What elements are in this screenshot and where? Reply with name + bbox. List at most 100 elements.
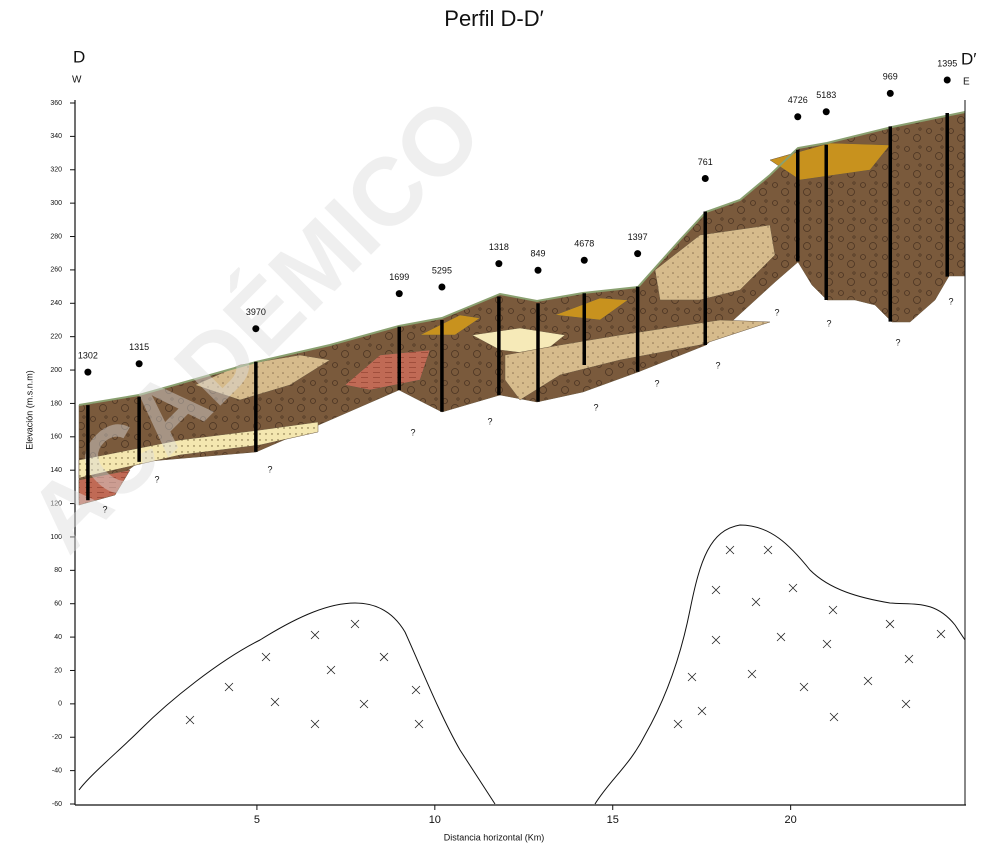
well-marker [580,256,588,264]
well-label: 1699 [389,272,409,282]
y-tick-label: 20 [54,667,62,674]
y-tick-label: 280 [50,233,62,240]
well-marker [438,283,446,291]
well-label: 1302 [78,350,98,360]
unknown-mark: ? [715,360,720,370]
granite-x [725,545,735,555]
right-end: D′ [961,49,976,68]
axes: -60 -40 -20 0 20 40 60 80 100 120 140 160 180 200 220 2… [50,100,966,826]
well-label: 761 [698,157,713,167]
y-axis-label: Elevación (m.s.n.m) [24,370,34,450]
well-marker [701,174,709,182]
left-direction: W [72,75,82,86]
y-tick-label: 160 [50,434,62,441]
granite-x [310,630,320,640]
y-tick-label: 260 [50,267,62,274]
well-marker [886,89,894,97]
strata [78,111,966,506]
granite-x [310,719,320,729]
unknown-mark: ? [774,307,779,317]
well-marker [135,360,143,368]
granite-x [885,619,895,629]
granite-x [822,639,832,649]
y-tick-label: 180 [50,400,62,407]
unknown-mark: ? [102,504,107,514]
x-tick-label: 10 [429,814,441,826]
x-tick-label: 20 [785,814,797,826]
y-tick-label: 40 [54,634,62,641]
granite-x [776,632,786,642]
well-label: 5183 [816,90,836,100]
well-marker [395,290,403,298]
well-label: 1318 [489,242,509,252]
well-marker [252,325,260,333]
y-tick-label: 320 [50,167,62,174]
y-tick-label: 300 [50,200,62,207]
y-tick-label: 0 [58,701,62,708]
y-tick-label: -60 [52,801,62,808]
granite-x [711,635,721,645]
x-tick-label: 5 [254,814,260,826]
y-tick-label: -20 [52,734,62,741]
granite-x [350,619,360,629]
well-label: 969 [883,72,898,82]
basement-left [78,602,496,805]
granite-x [326,665,336,675]
unknown-mark: ? [593,402,598,412]
gravel-lens [654,224,776,301]
y-tick-label: 60 [54,601,62,608]
well-marker [534,266,542,274]
granite-x [697,706,707,716]
granite-x [936,629,946,639]
granite-x [829,712,839,722]
granite-x [788,583,798,593]
unknown-mark: ? [410,427,415,437]
granite-marks [185,545,946,729]
granite-x [863,676,873,686]
granite-x [901,699,911,709]
basement-right [594,524,966,805]
granite-x [379,652,389,662]
chart-title: Perfil D-D′ [444,6,543,31]
clay-lens [344,349,431,391]
granite-x [224,682,234,692]
unknown-mark: ? [154,474,159,484]
y-tick-label: 120 [50,500,62,507]
granite-x [673,719,683,729]
gravel-lens [194,354,331,401]
well-label: 1395 [937,58,957,68]
left-end: D [73,47,85,66]
granite-x [711,585,721,595]
basement [78,524,966,805]
granite-x [270,697,280,707]
well-marker [822,108,830,116]
unknown-mark: ? [948,296,953,306]
granite-x [904,654,914,664]
well-marker [84,368,92,376]
right-direction: E [963,77,970,88]
sand-band [78,421,319,479]
granite-x [687,672,697,682]
granite-x [261,652,271,662]
unknown-mark: ? [267,464,272,474]
granite-x [359,699,369,709]
well-label: 3970 [246,307,266,317]
well-marker [794,113,802,121]
well-label: 5295 [432,265,452,275]
unknown-mark: ? [654,378,659,388]
ochre-lens [769,142,891,181]
x-tick-label: 15 [607,814,619,826]
granite-x [411,685,421,695]
granite-x [799,682,809,692]
well-marker [943,76,951,84]
well-marker [634,250,642,258]
granite-x [751,597,761,607]
well-label: 849 [530,249,545,259]
x-axis-label: Distancia horizontal (Km) [444,832,545,842]
soil-top [78,111,966,406]
well-label: 1397 [628,232,648,242]
granite-x [828,605,838,615]
well-label: 4678 [574,239,594,249]
unknown-mark: ? [826,318,831,328]
